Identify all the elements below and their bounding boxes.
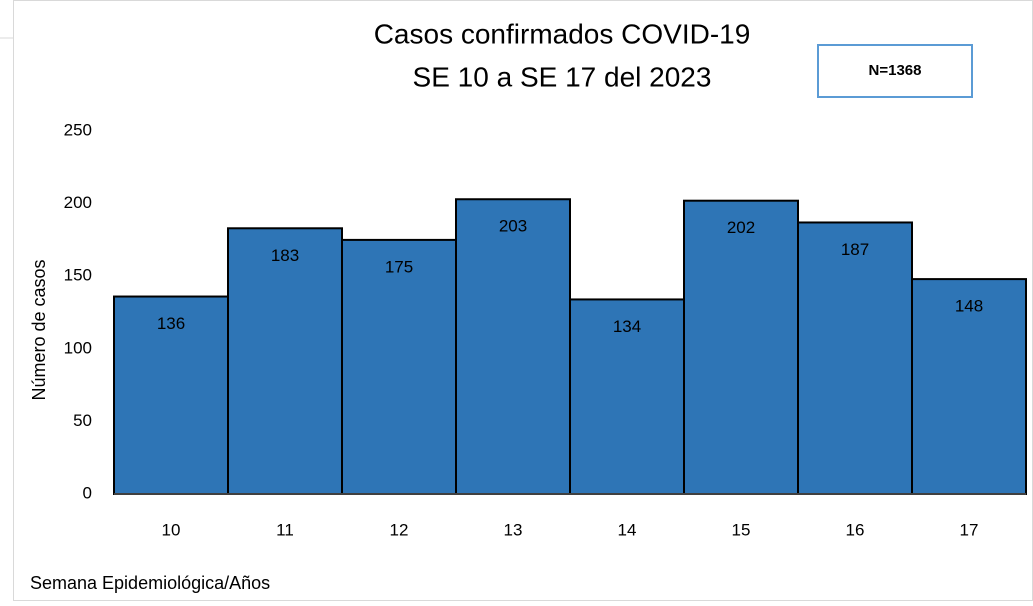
- data-label: 183: [271, 246, 299, 265]
- annotation-box: [817, 44, 973, 98]
- bar: [341, 238, 457, 495]
- chart-title: Casos confirmados COVID-19: [374, 18, 751, 49]
- data-label: 134: [613, 317, 641, 336]
- x-tick-label: 10: [162, 520, 181, 539]
- y-tick-label: 200: [64, 193, 92, 212]
- x-tick-label: 12: [390, 520, 409, 539]
- y-tick-label: 50: [73, 411, 92, 430]
- x-tick-label: 16: [846, 520, 865, 539]
- data-label: 203: [499, 217, 527, 236]
- x-tick-label: 13: [504, 520, 523, 539]
- x-tick-label: 17: [960, 520, 979, 539]
- data-label: 136: [157, 314, 185, 333]
- x-tick-label: 11: [276, 520, 294, 539]
- bar: [455, 198, 571, 496]
- y-tick-label: 100: [64, 338, 92, 357]
- x-axis-label: Semana Epidemiológica/Años: [30, 573, 270, 593]
- bar: [797, 221, 913, 495]
- y-tick-label: 150: [64, 266, 92, 285]
- data-label: 148: [955, 297, 983, 316]
- data-label: 202: [727, 218, 755, 237]
- data-label: 175: [385, 257, 413, 276]
- chart-subtitle: SE 10 a SE 17 del 2023: [413, 61, 712, 92]
- bar: [911, 278, 1027, 495]
- y-tick-label: 250: [64, 120, 92, 139]
- y-axis-label: Número de casos: [29, 259, 49, 400]
- bar: [227, 227, 343, 495]
- y-tick-label: 0: [83, 483, 92, 502]
- data-label: 187: [841, 240, 869, 259]
- bar: [683, 199, 799, 495]
- x-tick-label: 15: [732, 520, 751, 539]
- annotation: N=1368: [869, 62, 922, 79]
- x-tick-label: 14: [618, 520, 637, 539]
